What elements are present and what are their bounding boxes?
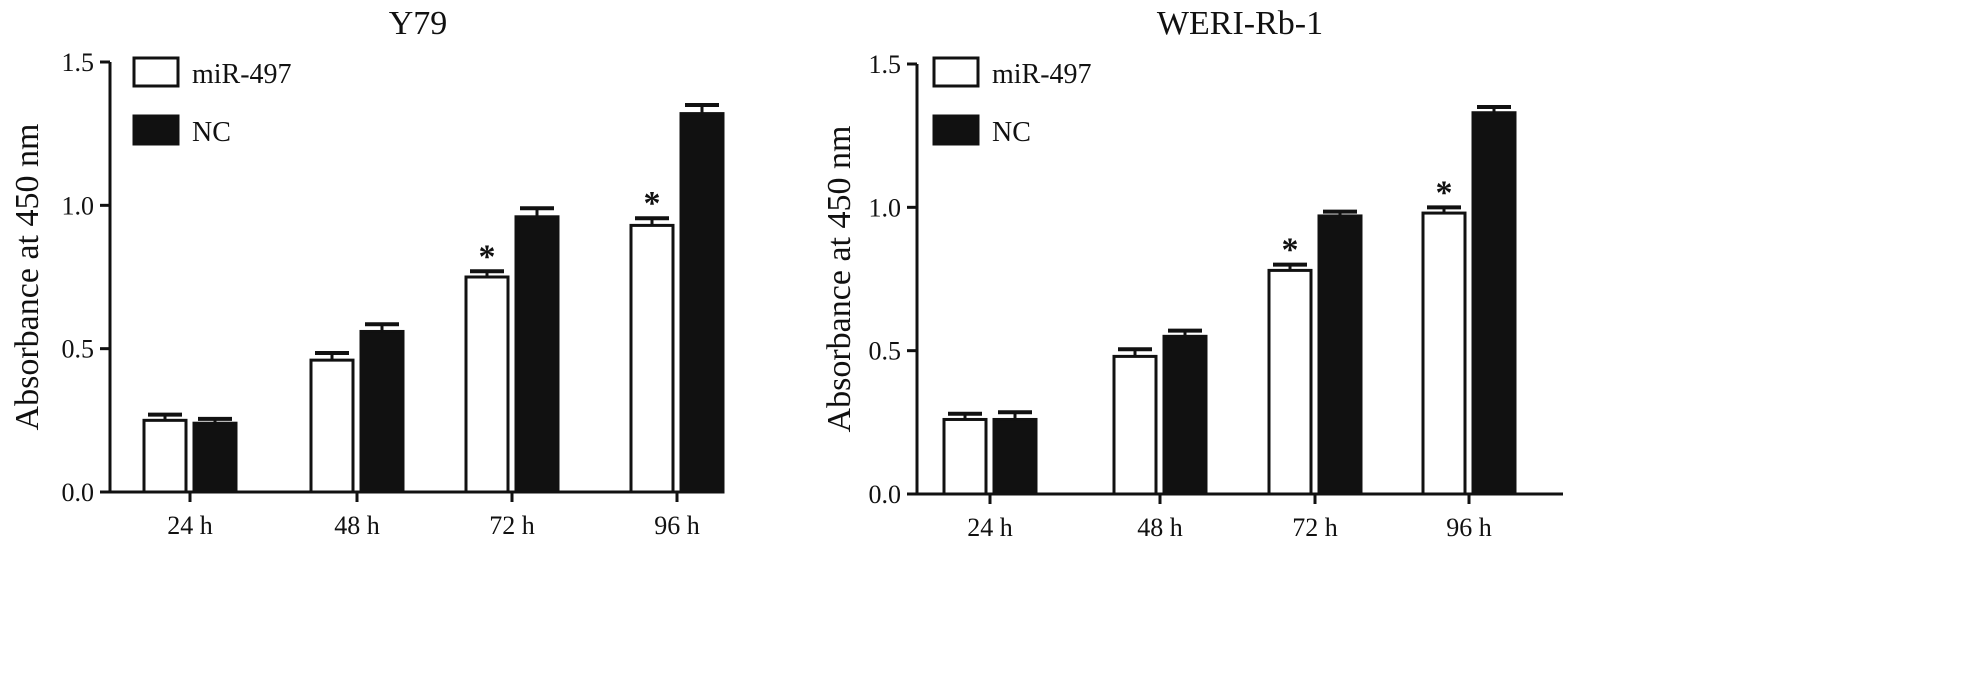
x-tick-label: 24 h (967, 513, 1013, 542)
bar-mir-497 (309, 358, 355, 494)
bar-nc (1471, 111, 1517, 496)
bar-nc (192, 421, 238, 494)
bar-nc (1317, 214, 1363, 496)
legend-label: miR-497 (992, 59, 1092, 90)
bar-mir-497 (464, 275, 510, 494)
significance-marker: * (1282, 232, 1299, 269)
legend-label: NC (192, 117, 231, 148)
legend-label: miR-497 (192, 59, 292, 90)
chart-panel-y79: Y79 Absorbance at 450 nm 0.0 0.5 1.0 1.5 24 h 4… (9, 5, 725, 540)
bar-mir-497 (1267, 268, 1313, 496)
chart-title: Y79 (389, 5, 448, 42)
chart-title: WERI-Rb-1 (1157, 5, 1323, 42)
x-tick-label: 72 h (489, 511, 535, 540)
bar-mir-497 (629, 223, 675, 494)
y-tick-label: 1.0 (62, 191, 95, 220)
x-tick-label: 48 h (1137, 513, 1183, 542)
bar-nc (1162, 334, 1208, 496)
bar-nc (359, 329, 405, 494)
y-tick-label: 0.5 (62, 335, 95, 364)
y-tick-label: 0.0 (869, 480, 902, 509)
y-tick-label: 1.0 (869, 193, 902, 222)
legend-swatch-nc (132, 114, 180, 146)
bar-mir-497 (1421, 211, 1467, 496)
bar-mir-497 (1112, 354, 1158, 496)
x-tick-label: 24 h (167, 511, 213, 540)
x-tick-label: 72 h (1292, 513, 1338, 542)
y-tick-label: 1.5 (869, 50, 902, 79)
y-tick-label: 0.5 (869, 337, 902, 366)
significance-marker: * (644, 185, 661, 222)
bar-nc (514, 215, 560, 494)
legend-swatch-mir-497 (932, 56, 980, 88)
y-tick-label: 0.0 (62, 478, 95, 507)
y-axis-label: Absorbance at 450 nm (821, 126, 858, 433)
bar-mir-497 (942, 417, 988, 496)
significance-marker: * (479, 238, 496, 275)
x-tick-label: 96 h (1446, 513, 1492, 542)
y-axis-label: Absorbance at 450 nm (9, 124, 46, 431)
significance-marker: * (1436, 174, 1453, 211)
bar-mir-497 (142, 418, 188, 494)
y-tick-label: 1.5 (62, 48, 95, 77)
chart-panel-weri-rb-1: WERI-Rb-1 Absorbance at 450 nm 0.0 0.5 1.0 1.… (821, 5, 1563, 542)
legend-swatch-mir-497 (132, 56, 180, 88)
bar-nc (679, 112, 725, 494)
x-tick-label: 96 h (654, 511, 700, 540)
legend-label: NC (992, 117, 1031, 148)
legend-swatch-nc (932, 114, 980, 146)
x-tick-label: 48 h (334, 511, 380, 540)
bar-nc (992, 417, 1038, 496)
